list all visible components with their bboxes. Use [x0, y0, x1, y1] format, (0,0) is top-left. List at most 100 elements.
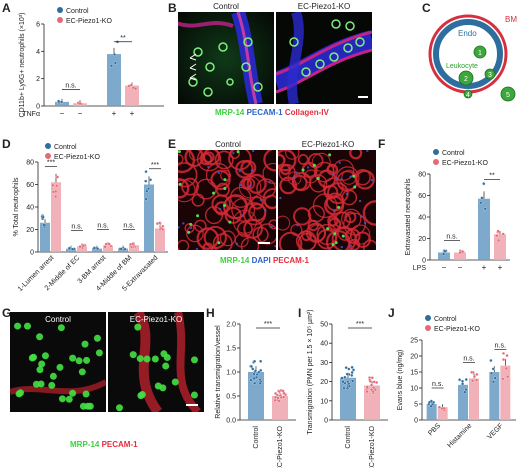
mrp14-cell: [223, 203, 227, 207]
mrp14-cell: [56, 363, 64, 371]
pecam-structure: [307, 152, 324, 169]
stain-g-mrp14: MRP-14: [70, 440, 100, 449]
pecam-structure: [303, 169, 318, 184]
bar-j-1-1-point: [475, 372, 479, 376]
mrp14-cell: [326, 227, 330, 231]
pecam-structure: [224, 206, 242, 224]
pecam-structure: [195, 178, 217, 200]
dapi-nucleus: [349, 175, 352, 179]
bar-i-1-point: [373, 388, 377, 392]
mrp14-cell: [15, 390, 23, 398]
bar-i-0-point: [350, 373, 354, 377]
stain-caption-g: MRP-14 PECAM-1: [70, 440, 138, 449]
mrp14-cell: [93, 334, 101, 342]
mrp14-cell: [136, 355, 144, 363]
mrp14-cell: [129, 351, 137, 359]
bar-f-2-point: [480, 196, 484, 200]
category-j-1: Histamine: [446, 422, 473, 449]
pecam-structure: [178, 154, 184, 165]
bar-i-0-point: [350, 365, 354, 369]
y-tick-label: 0: [422, 258, 426, 265]
pecam-structure: [191, 193, 205, 207]
pecam-structure: [354, 168, 371, 186]
bar-d-4-0-point: [147, 187, 151, 191]
bar-h-0-point: [253, 381, 257, 385]
dapi-nucleus: [292, 176, 295, 179]
category-j-2: VEGF: [486, 422, 504, 440]
mrp14-cell: [151, 355, 159, 363]
factor-value-a-2: +: [112, 109, 117, 118]
factor-value-a-3: +: [130, 109, 135, 118]
stain-b-mrp14: MRP-14: [215, 108, 245, 117]
bar-j-2-1-point: [506, 375, 510, 379]
dapi-nucleus: [345, 192, 349, 196]
legend-ko-label: EC-Piezo1-KO: [442, 160, 488, 167]
panel-label-c: C: [422, 1, 431, 15]
bar-d-1-0-point: [71, 247, 75, 251]
legend-control-label: Control: [54, 144, 77, 151]
mrp14-cell: [41, 352, 49, 360]
pecam-structure: [210, 169, 231, 191]
bar-d-0-1-point: [54, 194, 58, 199]
bar-d-4-1-point: [161, 227, 165, 231]
bar-d-1-1-point: [78, 245, 82, 249]
schematic-step-1-label: 1: [478, 50, 482, 57]
bar-j-2-1-point: [501, 351, 506, 355]
panel-label-h: H: [206, 306, 215, 320]
scale-bar: [186, 404, 198, 406]
dapi-nucleus: [195, 247, 199, 250]
pecam-structure: [262, 162, 276, 184]
pecam-structure: [327, 215, 339, 227]
scale-bar: [258, 242, 270, 244]
dapi-nucleus: [189, 226, 193, 230]
pecam-structure: [297, 154, 309, 165]
bar-h-1-point: [277, 390, 281, 394]
bar-d-2-1-point: [103, 245, 107, 249]
pecam-structure: [232, 209, 257, 234]
sig-a-1: **: [120, 35, 126, 42]
pecam-structure: [196, 227, 219, 250]
bar-f-1-point: [458, 251, 462, 255]
dapi-nucleus: [251, 150, 255, 153]
chart-j: 0 5 10 15 20 25 Evans blue (ng/mg) Control EC-Pi…: [397, 315, 516, 449]
schematic-endo-ring: [433, 19, 503, 89]
dapi-nucleus: [363, 221, 367, 225]
mrp14-cell: [82, 390, 90, 398]
pecam-structure: [228, 150, 252, 171]
dapi-nucleus: [241, 214, 245, 217]
bar-i-1-point: [372, 386, 376, 390]
y-tick-label: 5: [414, 402, 418, 409]
bar-h-0-point: [249, 364, 254, 369]
bar-h-0-point: [259, 359, 263, 363]
bar-j-2-0-point: [491, 367, 495, 371]
schematic-c: BM Endo Leukocyte 1 2 3 4 5: [428, 14, 517, 102]
bar-j-0-0: [426, 404, 437, 420]
chart-i: 0 10 20 30 40 50 Transmigration (PMN per 1.5 ×…: [307, 310, 388, 468]
bar-j-0-0-point: [428, 400, 432, 404]
panel-label-i: I: [298, 306, 302, 320]
schematic-leukocyte-label: Leukocyte: [446, 63, 478, 70]
mrp14-cell: [187, 230, 191, 234]
pecam-structure: [290, 223, 303, 237]
y-tick-label: 30: [320, 360, 328, 367]
bar-a-2: [107, 54, 121, 106]
panel-label-d: D: [2, 137, 11, 151]
y-tick-label: 20: [410, 354, 418, 361]
dapi-nucleus: [274, 244, 276, 248]
bar-i-1-point: [365, 385, 369, 389]
bar-j-1-0-point: [464, 377, 468, 382]
pecam-structure: [203, 151, 215, 163]
bar-h-0-point: [253, 369, 258, 373]
panel-label-a: A: [2, 1, 11, 15]
pecam-structure: [188, 150, 202, 161]
micrograph-b-control: [178, 12, 274, 104]
y-tick-label: 40: [418, 215, 426, 222]
dapi-nucleus: [340, 245, 343, 249]
mrp14-cell: [217, 241, 221, 245]
bar-i-0-point: [347, 384, 351, 388]
pecam-structure: [341, 208, 362, 230]
y-tick-label: 40: [26, 205, 34, 212]
micrograph-e-control-label: Control: [215, 140, 241, 149]
bar-h-0-point: [255, 372, 259, 377]
mrp14-cell: [84, 402, 92, 410]
